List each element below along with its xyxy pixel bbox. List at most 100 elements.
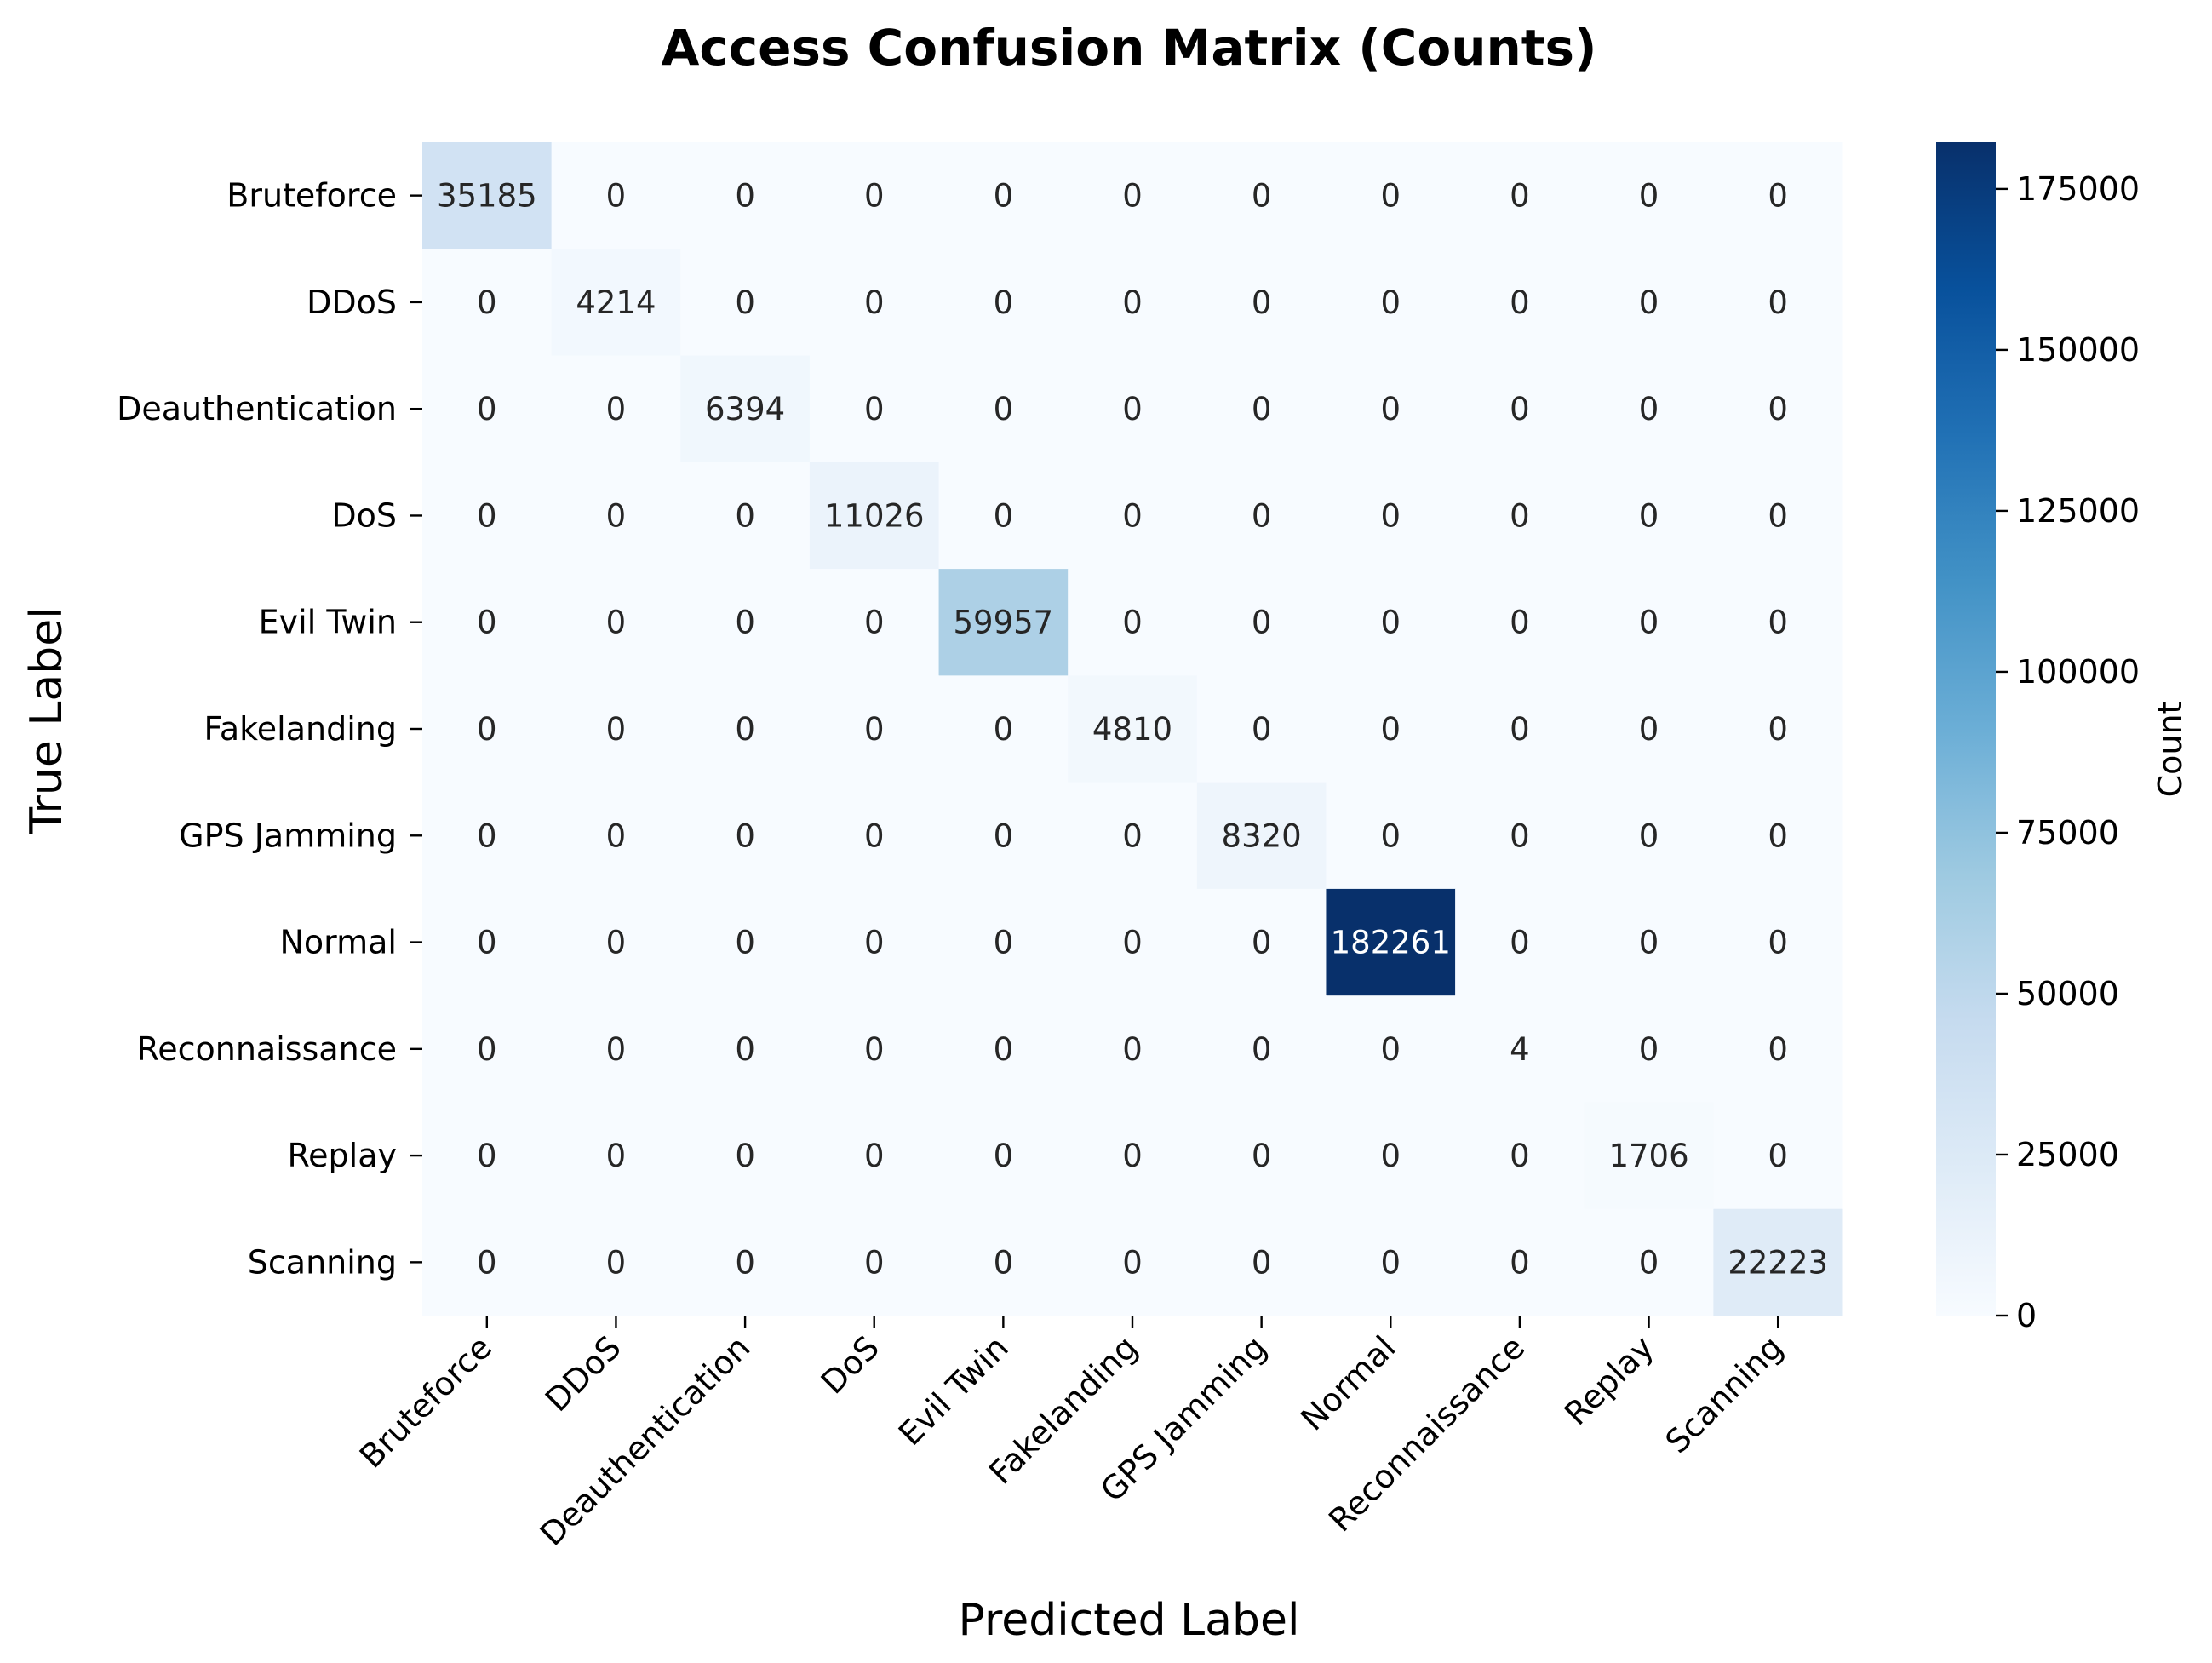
heatmap-cell (1068, 995, 1198, 1103)
cell-value-label: 0 (477, 711, 497, 748)
cell-value-label: 0 (1768, 497, 1788, 534)
heatmap-cell (809, 995, 940, 1103)
cell-value-label: 0 (1510, 1138, 1530, 1174)
cell-value-label: 0 (1510, 605, 1530, 641)
cell-value-label: 0 (864, 1138, 885, 1174)
heatmap-cell (1455, 569, 1585, 676)
cell-value-label: 0 (994, 391, 1014, 427)
cell-value-label: 4810 (1092, 711, 1172, 748)
heatmap-cell (938, 569, 1069, 676)
heatmap-cell (680, 888, 811, 996)
heatmap-cell (1326, 249, 1456, 357)
heatmap-cell (680, 462, 811, 570)
heatmap-cell (1196, 782, 1327, 890)
cell-value-label: 0 (864, 284, 885, 321)
heatmap-cell (422, 1208, 553, 1316)
cell-value-label: 0 (864, 711, 885, 748)
cell-value-label: 0 (1510, 711, 1530, 748)
cell-value-label: 0 (994, 497, 1014, 534)
heatmap-cell (680, 569, 811, 676)
heatmap-cell (422, 995, 553, 1103)
heatmap-cell (422, 782, 553, 890)
heatmap-cell (422, 888, 553, 996)
heatmap-cell (1713, 1102, 1843, 1210)
heatmap-cell (1196, 995, 1327, 1103)
heatmap-cell (680, 995, 811, 1103)
cell-value-label: 0 (994, 711, 1014, 748)
cell-value-label: 0 (1122, 1031, 1143, 1068)
heatmap-cell (938, 249, 1069, 357)
cell-value-label: 4214 (576, 284, 656, 321)
cell-value-label: 0 (1122, 497, 1143, 534)
cell-value-label: 0 (735, 1031, 755, 1068)
cell-value-label: 0 (1252, 925, 1272, 961)
cell-value-label: 0 (1252, 391, 1272, 427)
heatmap-cell (1713, 462, 1843, 570)
heatmap-cell (1326, 1208, 1456, 1316)
cell-value-label: 0 (1639, 711, 1659, 748)
cell-value-label: 0 (1122, 178, 1143, 215)
cell-value-label: 0 (1639, 1244, 1659, 1281)
heatmap-cell (1455, 675, 1585, 783)
y-tick-label: Bruteforce (226, 177, 397, 215)
heatmap-cell (1713, 249, 1843, 357)
heatmap-cell (551, 995, 681, 1103)
heatmap-cell (1068, 355, 1198, 463)
cell-value-label: 0 (1639, 817, 1659, 854)
heatmap-cell (1326, 888, 1456, 996)
cell-value-label: 0 (477, 1138, 497, 1174)
colorbar-tick-label: 50000 (2016, 975, 2119, 1012)
heatmap-cell (680, 782, 811, 890)
heatmap-cell (1455, 888, 1585, 996)
heatmap-cell (1068, 782, 1198, 890)
cell-value-label: 0 (606, 1138, 627, 1174)
cell-value-label: 0 (1768, 605, 1788, 641)
cell-value-label: 0 (1252, 178, 1272, 215)
heatmap-cell (1068, 1102, 1198, 1210)
heatmap-cell (422, 249, 553, 357)
cell-value-label: 0 (477, 817, 497, 854)
cell-value-label: 0 (735, 178, 755, 215)
cell-value-label: 0 (606, 1244, 627, 1281)
heatmap-cell (1584, 1102, 1714, 1210)
heatmap-cell (680, 1208, 811, 1316)
heatmap-cell (1196, 1208, 1327, 1316)
cell-value-label: 0 (1252, 1138, 1272, 1174)
heatmap-cell (551, 569, 681, 676)
cell-value-label: 0 (606, 497, 627, 534)
cell-value-label: 0 (606, 391, 627, 427)
cell-value-label: 0 (477, 497, 497, 534)
heatmap-cell (680, 142, 811, 249)
cell-value-label: 0 (1510, 1244, 1530, 1281)
heatmap-cell (1068, 462, 1198, 570)
heatmap-cell (680, 249, 811, 357)
cell-value-label: 0 (864, 605, 885, 641)
x-tick-label: Deauthentication (533, 1328, 758, 1553)
heatmap-cell (1455, 995, 1585, 1103)
heatmap-cell (938, 462, 1069, 570)
heatmap-cell (1326, 1102, 1456, 1210)
heatmap-cell (1713, 569, 1843, 676)
heatmap-cell (1196, 675, 1327, 783)
heatmap-cell (1068, 142, 1198, 249)
cell-value-label: 0 (1510, 284, 1530, 321)
cell-value-label: 35185 (437, 178, 537, 215)
colorbar-tick-label: 0 (2016, 1297, 2037, 1334)
heatmap-cell (1196, 1102, 1327, 1210)
cell-value-label: 0 (477, 925, 497, 961)
heatmap-cell (1455, 1102, 1585, 1210)
heatmap-cell (1326, 462, 1456, 570)
x-tick-label: Scanning (1659, 1328, 1791, 1460)
heatmap-cell (1326, 675, 1456, 783)
heatmap-cell (809, 569, 940, 676)
heatmap-cell (1455, 355, 1585, 463)
heatmap-cell (422, 142, 553, 249)
cell-value-label: 0 (1252, 284, 1272, 321)
heatmap-cell (1584, 675, 1714, 783)
heatmap-cell (1196, 462, 1327, 570)
cell-value-label: 0 (606, 178, 627, 215)
cell-value-label: 0 (1510, 178, 1530, 215)
heatmap-cell (1455, 462, 1585, 570)
cell-value-label: 0 (1768, 925, 1788, 961)
